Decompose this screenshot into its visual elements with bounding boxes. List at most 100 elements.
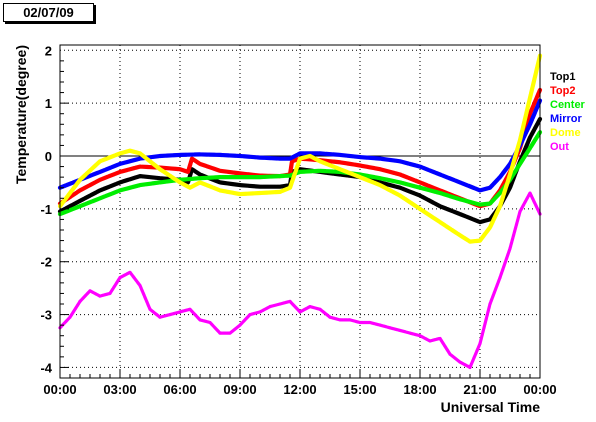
data-point-top2	[198, 162, 202, 166]
x-tick-label: 06:00	[163, 382, 196, 397]
data-point-dome	[358, 175, 362, 179]
data-point-center	[518, 162, 522, 166]
data-point-top2	[358, 164, 362, 168]
data-point-out	[338, 318, 342, 322]
data-point-dome	[128, 149, 132, 153]
legend-item-mirror: Mirror	[550, 113, 582, 125]
x-tick-label: 15:00	[343, 382, 376, 397]
data-point-top1	[218, 180, 222, 184]
data-point-dome	[198, 180, 202, 184]
x-tick-label: 00:00	[523, 382, 556, 397]
data-point-mirror	[438, 173, 442, 176]
data-point-out	[128, 270, 132, 274]
data-point-top2	[418, 180, 422, 184]
data-point-dome	[338, 167, 342, 171]
data-point-dome	[188, 186, 192, 190]
x-tick-label: 03:00	[103, 382, 136, 397]
data-point-top2	[338, 160, 342, 164]
data-point-center	[488, 202, 492, 206]
data-point-dome	[378, 183, 382, 187]
data-point-dome	[178, 180, 182, 184]
data-point-center	[218, 175, 222, 179]
data-point-top1	[418, 194, 422, 198]
data-point-mirror	[458, 180, 462, 184]
data-point-mirror	[418, 165, 422, 169]
data-point-out	[348, 318, 352, 322]
data-point-center	[238, 175, 242, 179]
series-dome	[57, 53, 543, 244]
x-tick-label: 21:00	[463, 382, 496, 397]
y-tick-label: -3	[40, 308, 52, 323]
data-point-dome	[68, 191, 72, 195]
data-point-mirror	[318, 151, 322, 155]
data-point-top2	[118, 170, 122, 174]
data-point-top1	[198, 173, 202, 176]
data-point-top1	[508, 186, 512, 190]
data-point-center	[118, 188, 122, 192]
data-point-mirror	[378, 157, 382, 161]
data-point-top1	[478, 220, 482, 224]
legend-item-dome: Dome	[550, 127, 581, 139]
data-point-out	[458, 360, 462, 364]
y-tick-label: -2	[40, 255, 52, 270]
data-point-top1	[528, 136, 532, 139]
x-tick-label: 18:00	[403, 382, 436, 397]
data-point-out	[398, 328, 402, 332]
data-point-dome	[398, 194, 402, 198]
data-point-mirror	[278, 157, 282, 161]
data-point-dome	[218, 188, 222, 192]
data-point-out	[488, 302, 492, 306]
legend-item-top2: Top2	[550, 85, 576, 97]
data-point-out	[88, 289, 92, 293]
data-point-dome	[488, 225, 492, 229]
data-point-top1	[158, 176, 162, 180]
data-point-out	[358, 321, 362, 324]
data-point-top1	[278, 185, 282, 189]
data-point-top1	[78, 199, 82, 203]
data-point-dome	[518, 138, 522, 142]
data-point-mirror	[358, 155, 362, 159]
data-point-out	[78, 299, 82, 303]
data-point-dome	[258, 191, 262, 195]
data-point-top1	[118, 180, 122, 184]
data-point-center	[98, 196, 102, 200]
plot-frame	[59, 44, 541, 379]
data-point-center	[528, 146, 532, 150]
data-point-mirror	[338, 153, 342, 157]
data-point-out	[508, 247, 512, 250]
data-point-out	[438, 336, 442, 340]
data-point-out	[418, 334, 422, 338]
data-point-top2	[218, 169, 222, 173]
data-point-dome	[278, 190, 282, 194]
data-point-top2	[528, 112, 532, 116]
data-point-mirror	[288, 157, 292, 161]
data-point-top2	[78, 188, 82, 192]
data-point-center	[138, 183, 142, 187]
data-point-center	[478, 203, 482, 207]
data-point-out	[68, 315, 72, 319]
y-tick-label: 1	[45, 96, 52, 111]
data-point-out	[158, 315, 162, 319]
data-point-out	[328, 315, 332, 319]
data-point-dome	[318, 159, 322, 163]
data-point-out	[308, 305, 312, 309]
data-point-mirror	[398, 159, 402, 163]
y-tick-label: 0	[45, 149, 52, 164]
data-point-out	[498, 276, 502, 280]
data-point-mirror	[138, 157, 142, 161]
data-point-out	[138, 284, 142, 287]
data-point-dome	[468, 240, 472, 244]
data-point-center	[78, 204, 82, 208]
data-point-top2	[378, 167, 382, 171]
data-point-dome	[478, 239, 482, 243]
data-point-center	[378, 176, 382, 180]
data-point-dome	[418, 207, 422, 211]
data-point-top1	[488, 217, 492, 221]
data-point-top1	[398, 186, 402, 190]
x-axis-label: Universal Time	[441, 399, 541, 415]
data-point-out	[198, 318, 202, 322]
data-point-top2	[98, 178, 102, 182]
legend-item-center: Center	[550, 99, 585, 111]
data-point-mirror	[178, 153, 182, 157]
grid	[60, 45, 540, 378]
